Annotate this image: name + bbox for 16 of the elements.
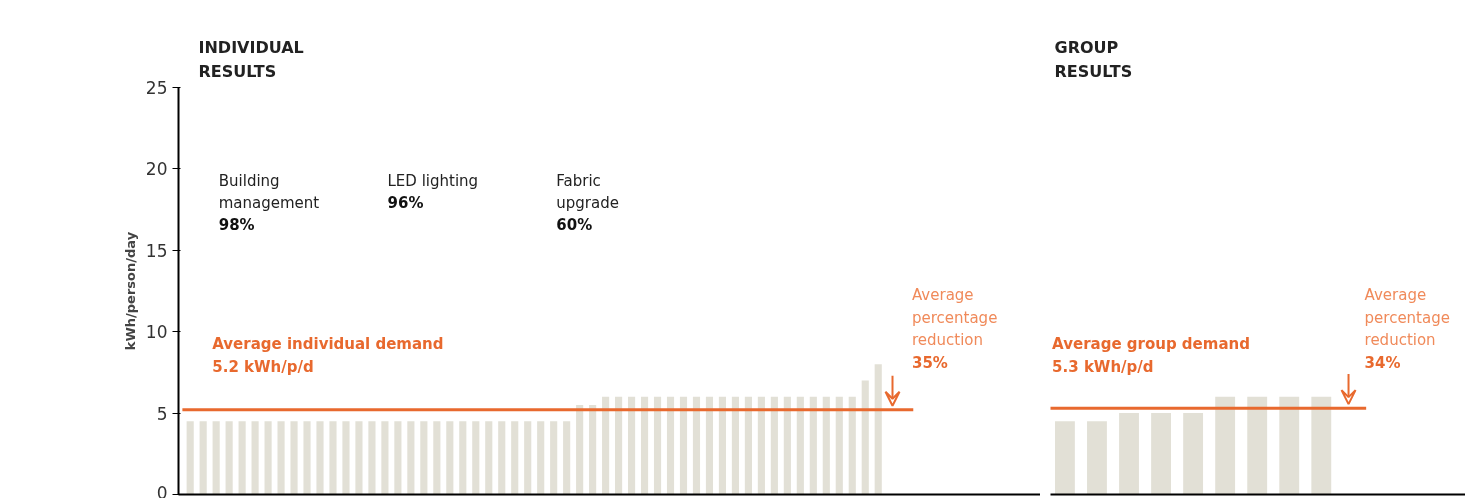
y-tick-label: 10 <box>145 322 168 343</box>
annotation: Fabric upgrade 60% <box>556 172 619 235</box>
y-tick-label: 20 <box>145 159 168 180</box>
annotation: Building management 98% <box>218 172 320 235</box>
ref-line-label: Average individual demand 5.2 kWh/p/d <box>212 334 444 377</box>
annotation: Average percentage reduction 34% <box>1364 286 1450 372</box>
text: Average percentage reduction 35% <box>911 286 998 372</box>
chart-title: GROUP RESULTS <box>1054 37 1133 82</box>
y-tick-label: 0 <box>156 482 168 498</box>
y-tick-label: 5 <box>156 403 168 424</box>
ref-line-label: Average group demand 5.3 kWh/p/d <box>1052 334 1250 377</box>
y-tick-label: 15 <box>145 240 168 261</box>
y-tick-label: 25 <box>145 78 168 98</box>
y-axis-title: kWh/person/day <box>122 231 138 351</box>
chart-title: INDIVIDUAL RESULTS <box>198 37 304 82</box>
annotation: LED lighting 96% <box>387 172 479 213</box>
